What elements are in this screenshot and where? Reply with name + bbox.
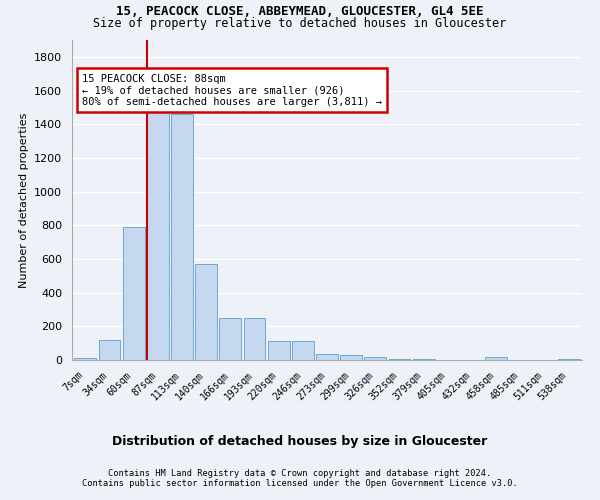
Bar [123,227,145,360]
Bar [485,358,507,360]
Text: Contains public sector information licensed under the Open Government Licence v3: Contains public sector information licen… [82,478,518,488]
Bar [558,359,580,360]
Text: Size of property relative to detached houses in Gloucester: Size of property relative to detached ho… [94,18,506,30]
Bar [389,359,410,360]
Bar [364,356,386,360]
Bar [98,340,121,360]
Text: Distribution of detached houses by size in Gloucester: Distribution of detached houses by size … [112,435,488,448]
Bar [340,355,362,360]
Bar [292,342,314,360]
Text: 15, PEACOCK CLOSE, ABBEYMEAD, GLOUCESTER, GL4 5EE: 15, PEACOCK CLOSE, ABBEYMEAD, GLOUCESTER… [116,5,484,18]
Text: 15 PEACOCK CLOSE: 88sqm
← 19% of detached houses are smaller (926)
80% of semi-d: 15 PEACOCK CLOSE: 88sqm ← 19% of detache… [82,74,382,107]
Bar [268,342,290,360]
Y-axis label: Number of detached properties: Number of detached properties [19,112,29,288]
Bar [220,318,241,360]
Bar [316,354,338,360]
Bar [74,358,96,360]
Bar [413,359,434,360]
Bar [195,264,217,360]
Bar [147,109,169,360]
Bar [171,114,193,360]
Bar [244,318,265,360]
Text: Contains HM Land Registry data © Crown copyright and database right 2024.: Contains HM Land Registry data © Crown c… [109,468,491,477]
